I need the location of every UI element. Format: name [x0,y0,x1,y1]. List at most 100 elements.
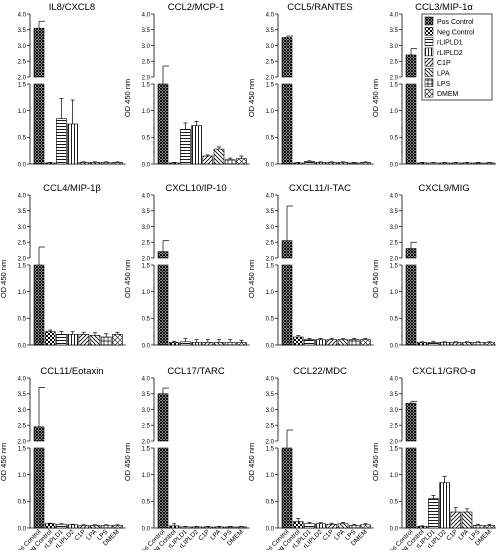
y-tick-label: 1.0 [390,290,399,296]
y-tick-label: 3.0 [390,44,399,50]
legend-label: Neg Control [437,29,475,36]
y-tick-label: 3.0 [18,44,27,50]
y-axis-label: OD 450 nm [123,443,132,481]
y-tick-label: 1.0 [390,109,399,115]
y-tick-label: 3.5 [142,209,151,215]
bar-lower-segment [157,264,169,346]
y-tick-label: 3.0 [142,44,151,50]
bar-lower-segment [33,264,45,346]
y-tick-label: 2.5 [142,424,151,430]
bar [191,526,202,529]
y-tick-label: 1.5 [142,446,151,452]
bar [360,524,371,529]
bar [281,37,293,78]
bar [78,525,90,529]
bar [202,526,214,529]
y-tick-label: 3.0 [390,225,399,231]
y-tick-label: 1.0 [142,109,151,115]
bar [191,125,202,165]
legend-swatch [424,88,434,98]
bar-lower-segment [281,83,293,165]
y-tick-label: 1.5 [390,446,399,452]
y-tick-label: 0.0 [142,526,151,532]
y-tick-label: 2.5 [390,60,399,66]
bar [157,251,169,259]
y-tick-label: 2.5 [18,60,27,66]
chart-title: IL8/CXCL8 [49,2,95,13]
bar [472,525,484,529]
bar [315,339,326,346]
legend-label: LPS [437,81,451,88]
bar [461,162,473,165]
bar [112,525,123,529]
bar [405,402,417,442]
y-tick-label: 4.0 [18,12,27,18]
bar [44,162,56,165]
bar [168,525,180,529]
y-tick-label: 0.0 [390,343,399,349]
y-tick-label: 2.5 [390,241,399,247]
bar [180,129,191,165]
y-tick-label: 1.5 [142,82,151,88]
x-tick-label: LPA [457,528,471,542]
y-tick-label: 0.5 [266,317,275,323]
chart-title: CXCL10/IP-10 [165,183,226,194]
y-tick-label: 0.0 [266,343,275,349]
chart-panel: CXCL9/MIG 0.0 0.5 1.0 1.52.0 2.5 3.0 3.5 4.0 OD 4… [371,183,496,349]
bar [236,526,247,529]
bar-lower-segment [33,83,45,165]
y-tick-label: 0.5 [142,500,151,506]
y-tick-label: 2.0 [390,256,399,262]
y-axis-label: OD 450 nm [247,79,256,117]
legend-label: LPA [437,71,450,78]
chart-title: CCL5/RANTES [287,2,352,13]
bar [461,342,473,346]
chart-panel: CXCL1/GRO-α 0.0 0.5 1.0 1.52.0 2.5 3.0 3.5 4.0 OD… [371,366,496,555]
legend-label: rLIPLD2 [437,50,463,57]
y-tick-label: 3.5 [142,28,151,34]
y-tick-label: 0.5 [18,500,27,506]
y-tick-label: 2.5 [18,424,27,430]
legend-swatch [424,37,434,46]
bar [304,523,315,529]
y-tick-label: 3.5 [266,209,275,215]
bar [157,393,169,442]
x-tick-label: LPA [209,528,223,542]
bar-lower-segment [157,83,169,165]
bar [416,342,428,346]
y-tick-label: 0.5 [142,317,151,323]
y-tick-label: 0.0 [18,343,27,349]
y-tick-label: 3.0 [18,225,27,231]
chart-panel: CCL4/MIP-1β 0.0 0.5 1.0 1.52.0 2.5 3.0 3.5 4.0 OD… [0,183,126,349]
bar [202,155,214,165]
bar [428,162,439,165]
bar [439,482,450,529]
y-tick-label: 2.0 [266,256,275,262]
y-tick-label: 0.0 [390,162,399,168]
bar [405,54,417,78]
y-tick-label: 1.5 [18,263,27,269]
legend-label: rLIPLD1 [437,40,463,47]
bar [348,339,360,346]
bar [348,162,360,165]
bar-lower-segment [281,447,293,529]
bar [180,341,191,346]
y-tick-label: 1.5 [18,82,27,88]
bar [213,342,225,346]
y-tick-label: 0.5 [390,317,399,323]
y-tick-label: 2.0 [266,75,275,81]
y-tick-label: 1.0 [266,109,275,115]
y-tick-label: 0.0 [18,162,27,168]
bar [112,162,123,165]
y-tick-label: 2.5 [266,241,275,247]
y-tick-label: 1.0 [18,109,27,115]
y-tick-label: 4.0 [18,193,27,199]
legend-swatch [424,78,434,88]
bar [337,523,349,529]
bar [44,331,56,346]
chart-title: CXCL11/I-TAC [289,183,351,194]
bar [168,342,180,346]
bar [180,526,191,529]
y-tick-label: 1.5 [266,82,275,88]
